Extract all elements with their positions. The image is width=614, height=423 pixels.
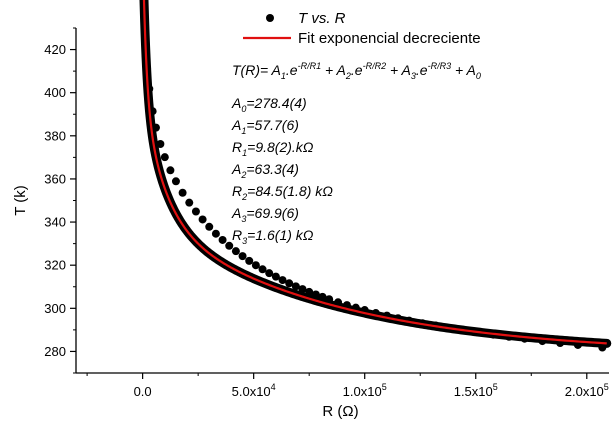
legend-label-scatter: T vs. R [298,10,346,27]
data-point [205,222,214,231]
data-points-band [139,0,612,348]
fit-annotation: T(R)= A1.e-R/R1 + A2.e-R/R2 + A3.e-R/R3 … [231,61,481,246]
data-point [305,287,314,296]
fit-parameter: A0=278.4(4) [231,95,307,114]
fit-parameter: A3=69.9(6) [231,205,299,224]
y-tick-label: 400 [44,85,66,100]
data-point [171,177,180,186]
x-tick-label: 0.0 [134,384,152,399]
data-point [185,198,194,207]
y-axis-title: T (k) [12,185,29,216]
data-point [156,140,165,149]
data-point [342,301,351,310]
data-point [334,298,343,307]
fit-parameter: A2=63.3(4) [231,161,299,180]
data-point [285,279,294,288]
data-point [291,282,300,291]
y-tick-label: 360 [44,171,66,186]
fit-parameter: A1=57.7(6) [231,117,299,136]
fit-formula: T(R)= A1.e-R/R1 + A2.e-R/R2 + A3.e-R/R3 … [232,61,481,81]
data-point [573,340,582,349]
x-tick-label: 1.0x105 [343,382,387,399]
data-point [218,235,227,244]
data-point [245,256,254,265]
fit-parameter: R1=9.8(2).kΩ [232,139,314,158]
x-axis-title: R (Ω) [322,403,358,420]
fit-parameter: R3=1.6(1) kΩ [232,227,314,246]
y-tick-label: 380 [44,128,66,143]
legend: T vs. R Fit exponencial decreciente [243,10,481,47]
fit-parameter: R2=84.5(1.8) kΩ [232,183,333,202]
data-point [598,343,607,352]
axes: 280 300 320 340 360 380 400 420 0.0 5.0x104 1.0x10… [12,27,609,420]
y-tick-label: 280 [44,344,66,359]
data-point [325,295,334,304]
data-point [191,207,200,216]
data-point [145,84,154,93]
data-point [265,269,274,278]
legend-label-fit: Fit exponencial decreciente [298,30,481,47]
legend-marker-scatter [266,14,274,22]
data-point [231,247,240,256]
y-tick-label: 300 [44,301,66,316]
data-point [225,241,234,250]
data-point [151,123,160,132]
data-point [298,285,307,294]
y-tick-label: 420 [44,42,66,57]
data-point [178,188,187,197]
data-point [238,252,247,261]
fit-line [142,0,607,345]
data-point [311,290,320,299]
data-point [278,276,287,285]
x-tick-label: 1.5x105 [454,382,498,399]
data-point [198,215,207,224]
x-tick-label: 5.0x104 [232,382,276,399]
data-point [318,292,327,301]
data-point [160,153,169,162]
data-point [211,229,220,238]
data-point [166,166,175,175]
y-tick-label: 320 [44,258,66,273]
x-tick-label: 2.0x105 [565,382,609,399]
data-point [258,265,267,274]
y-tick-label: 340 [44,215,66,230]
data-point [271,272,280,281]
plot-area [139,0,612,352]
data-point [251,261,260,270]
